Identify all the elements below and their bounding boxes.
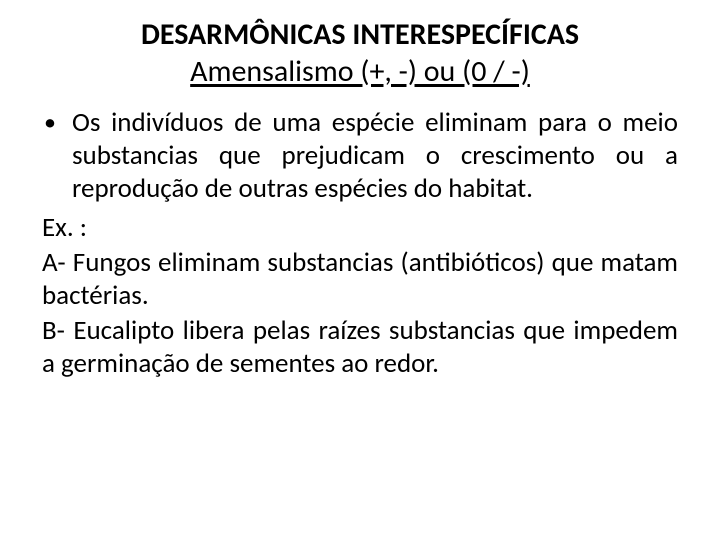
example-b: B- Eucalipto libera pelas raízes substan… — [42, 315, 678, 381]
title-block: DESARMÔNICAS INTERESPECÍFICAS Amensalism… — [42, 18, 678, 89]
bullet-item: • Os indivíduos de uma espécie eliminam … — [42, 107, 678, 206]
body-block: • Os indivíduos de uma espécie eliminam … — [42, 107, 678, 381]
title-line-1: DESARMÔNICAS INTERESPECÍFICAS — [42, 18, 678, 53]
bullet-text: Os indivíduos de uma espécie eliminam pa… — [72, 107, 678, 206]
title-line-2: Amensalismo (+, -) ou (0 / -) — [42, 55, 678, 90]
slide-container: DESARMÔNICAS INTERESPECÍFICAS Amensalism… — [0, 0, 720, 540]
bullet-mark-icon: • — [42, 107, 72, 206]
example-a: A- Fungos eliminam substancias (antibiót… — [42, 247, 678, 313]
example-label: Ex. : — [42, 212, 678, 245]
